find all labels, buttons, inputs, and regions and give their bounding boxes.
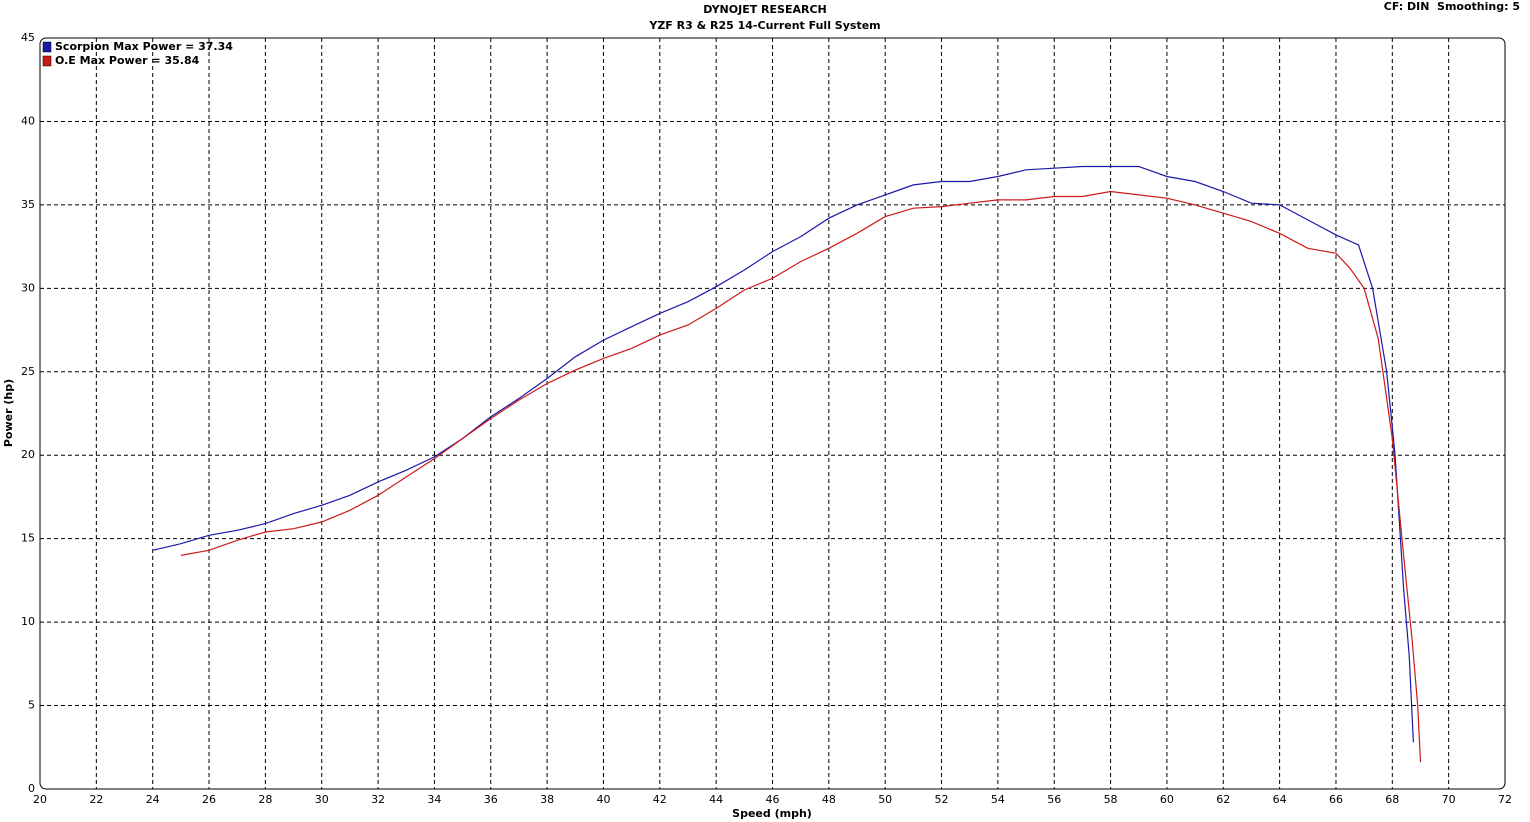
x-tick-label: 22 xyxy=(89,793,103,806)
y-tick-label: 40 xyxy=(21,114,35,127)
x-tick-label: 28 xyxy=(258,793,272,806)
x-tick-label: 48 xyxy=(822,793,836,806)
y-tick-label: 30 xyxy=(21,281,35,294)
legend-label: O.E Max Power = 35.84 xyxy=(55,54,200,67)
x-tick-label: 62 xyxy=(1216,793,1230,806)
x-tick-label: 66 xyxy=(1329,793,1343,806)
x-tick-label: 32 xyxy=(371,793,385,806)
x-tick-label: 50 xyxy=(878,793,892,806)
y-tick-label: 10 xyxy=(21,615,35,628)
x-tick-label: 30 xyxy=(315,793,329,806)
series-line xyxy=(152,165,1414,743)
x-tick-label: 70 xyxy=(1442,793,1456,806)
x-tick-label: 64 xyxy=(1273,793,1287,806)
x-tick-label: 68 xyxy=(1385,793,1399,806)
y-tick-label: 15 xyxy=(21,532,35,545)
legend-swatch xyxy=(42,55,52,67)
x-tick-label: 56 xyxy=(1047,793,1061,806)
x-tick-label: 36 xyxy=(484,793,498,806)
series-line xyxy=(180,190,1422,763)
y-tick-label: 45 xyxy=(21,31,35,44)
y-axis-label: Power (hp) xyxy=(2,379,15,447)
x-tick-label: 38 xyxy=(540,793,554,806)
legend-swatch xyxy=(42,41,52,53)
x-tick-label: 46 xyxy=(766,793,780,806)
x-axis-label: Speed (mph) xyxy=(732,807,812,820)
legend-label: Scorpion Max Power = 37.34 xyxy=(55,40,233,53)
x-tick-label: 20 xyxy=(33,793,47,806)
y-tick-label: 20 xyxy=(21,448,35,461)
y-tick-label: 25 xyxy=(21,365,35,378)
x-tick-label: 40 xyxy=(596,793,610,806)
x-tick-label: 52 xyxy=(935,793,949,806)
y-tick-label: 5 xyxy=(28,699,35,712)
y-tick-label: 35 xyxy=(21,198,35,211)
x-tick-label: 54 xyxy=(991,793,1005,806)
x-tick-label: 24 xyxy=(146,793,160,806)
x-tick-label: 58 xyxy=(1104,793,1118,806)
x-tick-label: 26 xyxy=(202,793,216,806)
x-tick-label: 60 xyxy=(1160,793,1174,806)
chart-title: DYNOJET RESEARCH xyxy=(703,3,826,16)
chart-subtitle: YZF R3 & R25 14-Current Full System xyxy=(648,19,880,32)
y-tick-label: 0 xyxy=(28,782,35,795)
x-tick-label: 34 xyxy=(427,793,441,806)
info: CF: DIN Smoothing: 5 xyxy=(1384,0,1520,13)
x-tick-label: 42 xyxy=(653,793,667,806)
x-tick-label: 72 xyxy=(1498,793,1512,806)
x-tick-label: 44 xyxy=(709,793,723,806)
